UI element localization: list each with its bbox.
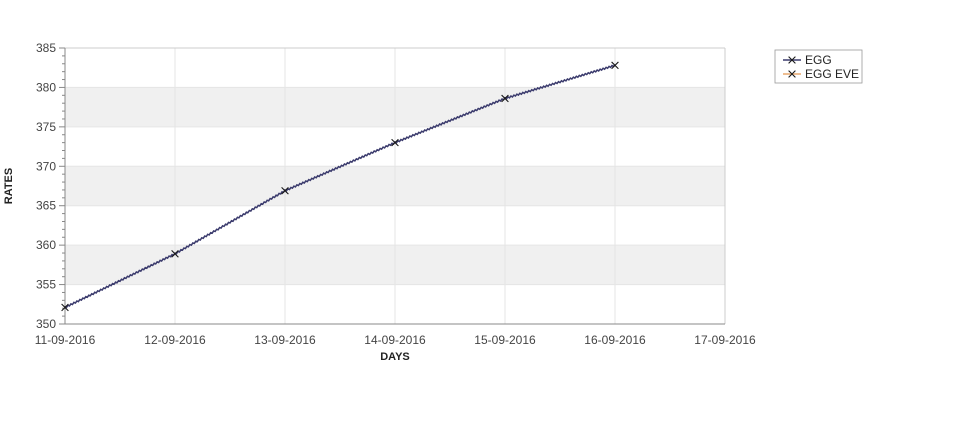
svg-text:360: 360 xyxy=(36,238,56,252)
svg-text:16-09-2016: 16-09-2016 xyxy=(584,333,646,347)
svg-text:12-09-2016: 12-09-2016 xyxy=(144,333,206,347)
svg-text:15-09-2016: 15-09-2016 xyxy=(474,333,536,347)
svg-text:EGG: EGG xyxy=(805,53,832,67)
svg-text:13-09-2016: 13-09-2016 xyxy=(254,333,316,347)
svg-text:370: 370 xyxy=(36,159,56,173)
svg-text:17-09-2016: 17-09-2016 xyxy=(694,333,756,347)
svg-text:355: 355 xyxy=(36,278,56,292)
svg-text:380: 380 xyxy=(36,80,56,94)
svg-text:375: 375 xyxy=(36,120,56,134)
svg-text:350: 350 xyxy=(36,317,56,331)
svg-text:EGG EVE: EGG EVE xyxy=(805,67,859,81)
svg-text:365: 365 xyxy=(36,199,56,213)
svg-text:385: 385 xyxy=(36,41,56,55)
svg-text:14-09-2016: 14-09-2016 xyxy=(364,333,426,347)
svg-text:RATES: RATES xyxy=(3,168,15,204)
svg-text:11-09-2016: 11-09-2016 xyxy=(35,333,96,347)
svg-text:DAYS: DAYS xyxy=(380,351,410,363)
